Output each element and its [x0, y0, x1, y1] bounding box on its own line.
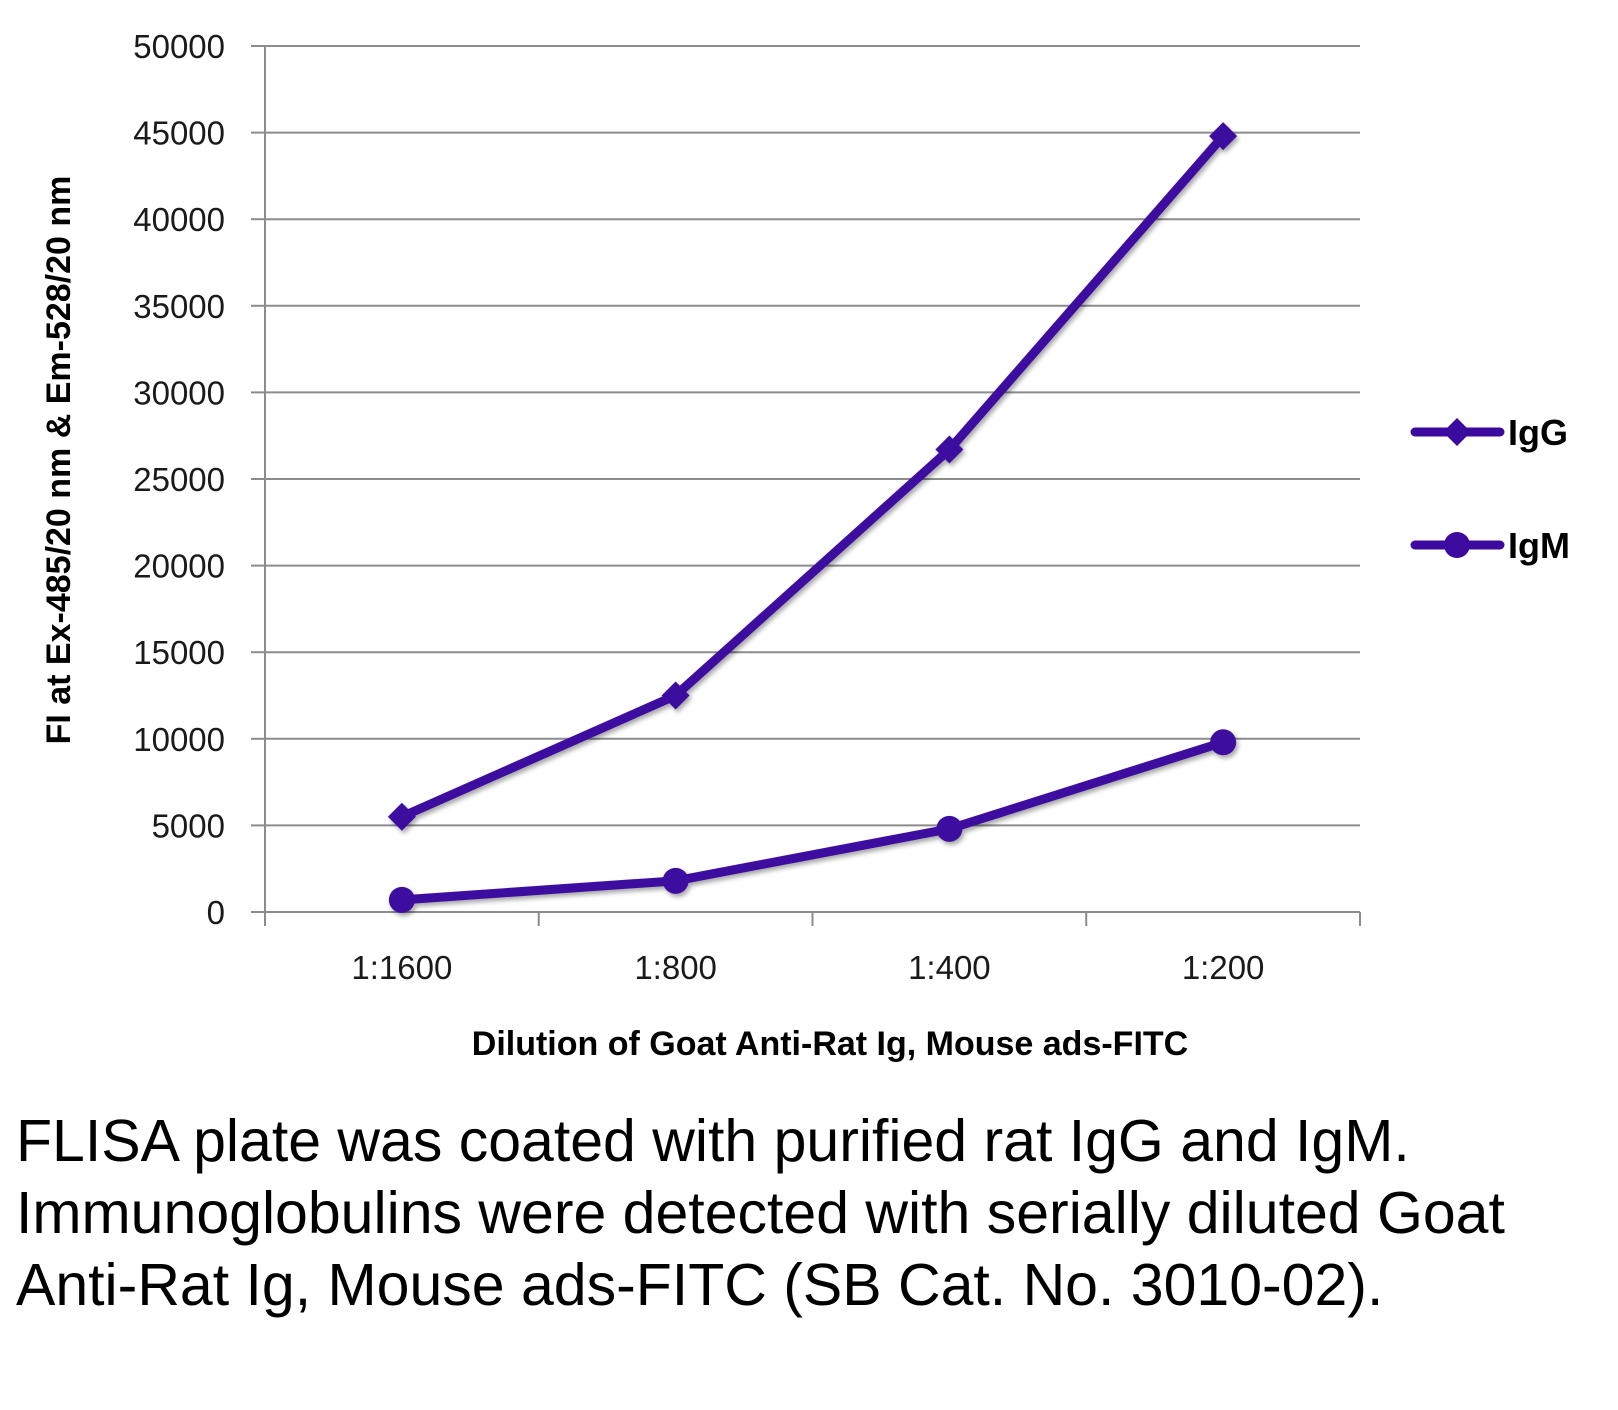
legend-igm-label: IgM: [1508, 525, 1570, 566]
y-tick-label: 50000: [133, 28, 225, 65]
x-tick-labels: 1:1600 1:800 1:400 1:200: [351, 949, 1264, 986]
igm-line: [397, 737, 1228, 905]
flisa-line-chart: 0 5000 10000 15000 20000 25000 30000 35000 40000…: [40, 28, 1570, 1063]
igg-line: [397, 131, 1228, 822]
y-tick-label: 45000: [133, 115, 225, 152]
y-tick-label: 10000: [133, 721, 225, 758]
x-tick-label: 1:1600: [351, 949, 452, 986]
igg-point: [661, 681, 690, 710]
x-axis-title: Dilution of Goat Anti-Rat Ig, Mouse ads-…: [472, 1025, 1188, 1063]
igm-point: [388, 886, 415, 913]
igg-point: [1209, 122, 1238, 151]
legend-igg-marker: [1443, 418, 1471, 446]
y-axis-title: FI at Ex-485/20 nm & Em-528/20 nm: [40, 176, 78, 745]
y-tick-label: 35000: [133, 288, 225, 325]
igm-point: [662, 867, 689, 894]
y-tick-label: 20000: [133, 548, 225, 585]
y-tick-label: 40000: [133, 201, 225, 238]
legend-igm-marker: [1444, 532, 1470, 558]
igg-point: [935, 435, 964, 464]
legend-igg-label: IgG: [1508, 412, 1568, 453]
y-tick-labels: 0 5000 10000 15000 20000 25000 30000 35000 40000…: [133, 28, 225, 931]
gridlines: [265, 45, 1360, 827]
axes: [251, 45, 1361, 926]
igg-point: [387, 802, 416, 831]
x-tick-label: 1:400: [908, 949, 991, 986]
y-tick-label: 25000: [133, 461, 225, 498]
y-tick-label: 30000: [133, 374, 225, 411]
y-tick-label: 5000: [152, 807, 225, 844]
x-tick-label: 1:200: [1182, 949, 1265, 986]
legend: IgG IgM: [1410, 412, 1570, 566]
x-tick-label: 1:800: [634, 949, 717, 986]
igm-point: [1210, 729, 1237, 756]
y-tick-label: 15000: [133, 634, 225, 671]
igm-point: [936, 815, 963, 842]
figure-caption: FLISA plate was coated with purified rat…: [16, 1108, 1505, 1318]
data-series: [387, 122, 1238, 913]
y-tick-label: 0: [207, 894, 225, 931]
